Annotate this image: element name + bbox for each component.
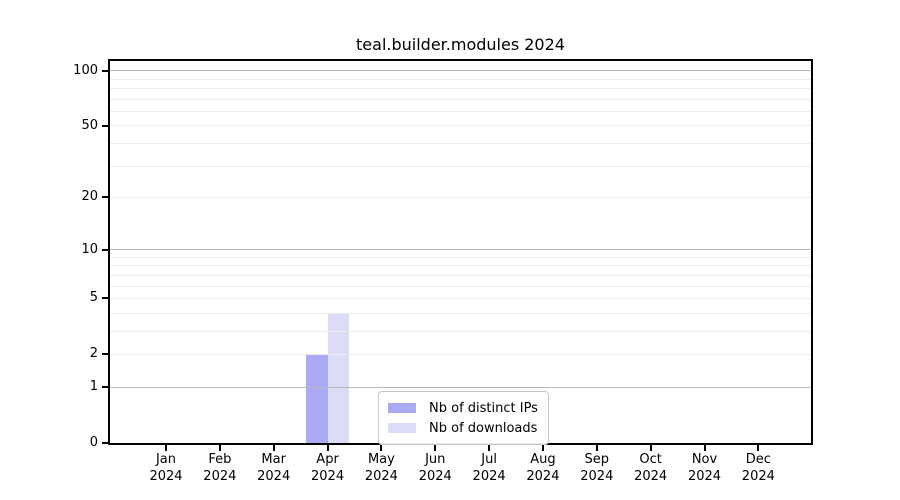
y-tick-label-50: 50 bbox=[81, 117, 98, 133]
y-tick-50 bbox=[102, 124, 109, 127]
y-tick-label-2: 2 bbox=[89, 346, 98, 362]
x-tick-jan bbox=[165, 445, 167, 451]
x-tick-label-jan: Jan 2024 bbox=[149, 452, 183, 484]
gridline-6 bbox=[110, 285, 811, 287]
bar-distinct-ips-apr bbox=[306, 354, 328, 443]
gridline-40 bbox=[110, 143, 811, 144]
x-tick-label-oct: Oct 2024 bbox=[634, 452, 668, 484]
legend-item-downloads: Nb of downloads bbox=[388, 418, 538, 438]
y-tick-20 bbox=[102, 196, 109, 199]
legend-label: Nb of downloads bbox=[429, 420, 538, 436]
x-tick-label-feb: Feb 2024 bbox=[203, 452, 237, 484]
legend-swatch-downloads-icon bbox=[388, 423, 416, 433]
y-tick-1 bbox=[102, 386, 109, 389]
x-tick-label-mar: Mar 2024 bbox=[257, 452, 291, 484]
gridline-50 bbox=[110, 125, 811, 127]
y-tick-100 bbox=[102, 69, 109, 72]
x-tick-aug bbox=[541, 445, 544, 451]
gridline-30 bbox=[110, 165, 811, 167]
x-tick-label-apr: Apr 2024 bbox=[311, 452, 345, 484]
x-tick-label-jul: Jul 2024 bbox=[472, 452, 506, 484]
x-tick-jun bbox=[434, 445, 437, 451]
x-tick-sep bbox=[595, 445, 598, 451]
gridline-7 bbox=[110, 274, 811, 276]
x-tick-may bbox=[380, 445, 383, 451]
x-tick-label-nov: Nov 2024 bbox=[687, 452, 722, 484]
gridline-1 bbox=[110, 386, 811, 388]
gridline-4 bbox=[110, 312, 811, 314]
gridline-90 bbox=[110, 78, 811, 80]
x-tick-mar bbox=[272, 445, 275, 451]
x-tick-oct bbox=[649, 445, 652, 451]
y-tick-0 bbox=[102, 442, 109, 444]
x-tick-jul bbox=[488, 445, 491, 451]
bar-downloads-apr bbox=[327, 313, 350, 443]
gridline-80 bbox=[110, 88, 811, 90]
y-tick-2 bbox=[102, 353, 109, 356]
y-tick-10 bbox=[102, 248, 109, 251]
plot-area bbox=[108, 59, 813, 445]
gridline-100 bbox=[110, 70, 811, 72]
x-tick-label-aug: Aug 2024 bbox=[526, 452, 560, 484]
gridline-20 bbox=[110, 196, 811, 198]
legend: Nb of distinct IPs Nb of downloads bbox=[378, 391, 549, 445]
y-tick-5 bbox=[102, 297, 109, 300]
legend-item-distinct-ips: Nb of distinct IPs bbox=[388, 398, 538, 418]
legend-swatch-distinct-ips-icon bbox=[388, 403, 416, 413]
gridline-60 bbox=[110, 110, 811, 112]
y-tick-label-1: 1 bbox=[89, 379, 98, 395]
x-tick-nov bbox=[703, 445, 706, 451]
y-tick-label-5: 5 bbox=[89, 290, 98, 306]
x-tick-label-sep: Sep 2024 bbox=[580, 452, 614, 484]
gridline-9 bbox=[110, 256, 811, 258]
x-tick-apr bbox=[326, 445, 329, 451]
y-tick-label-0: 0 bbox=[89, 435, 98, 450]
x-tick-dec bbox=[757, 445, 760, 451]
x-tick-label-jun: Jun 2024 bbox=[418, 452, 452, 484]
x-tick-label-dec: Dec 2024 bbox=[741, 452, 775, 484]
legend-label: Nb of distinct IPs bbox=[429, 400, 538, 416]
y-tick-label-10: 10 bbox=[81, 241, 98, 257]
gridline-70 bbox=[110, 98, 811, 100]
x-tick-feb bbox=[218, 445, 221, 451]
gridline-5 bbox=[110, 297, 811, 299]
gridline-8 bbox=[110, 265, 811, 267]
y-tick-label-20: 20 bbox=[81, 189, 98, 205]
chart-title: teal.builder.modules 2024 bbox=[356, 35, 565, 54]
gridline-3 bbox=[110, 330, 811, 332]
gridline-2 bbox=[110, 353, 811, 355]
x-tick-label-may: May 2024 bbox=[364, 452, 398, 484]
gridline-10 bbox=[110, 249, 811, 251]
y-tick-label-100: 100 bbox=[73, 62, 98, 78]
